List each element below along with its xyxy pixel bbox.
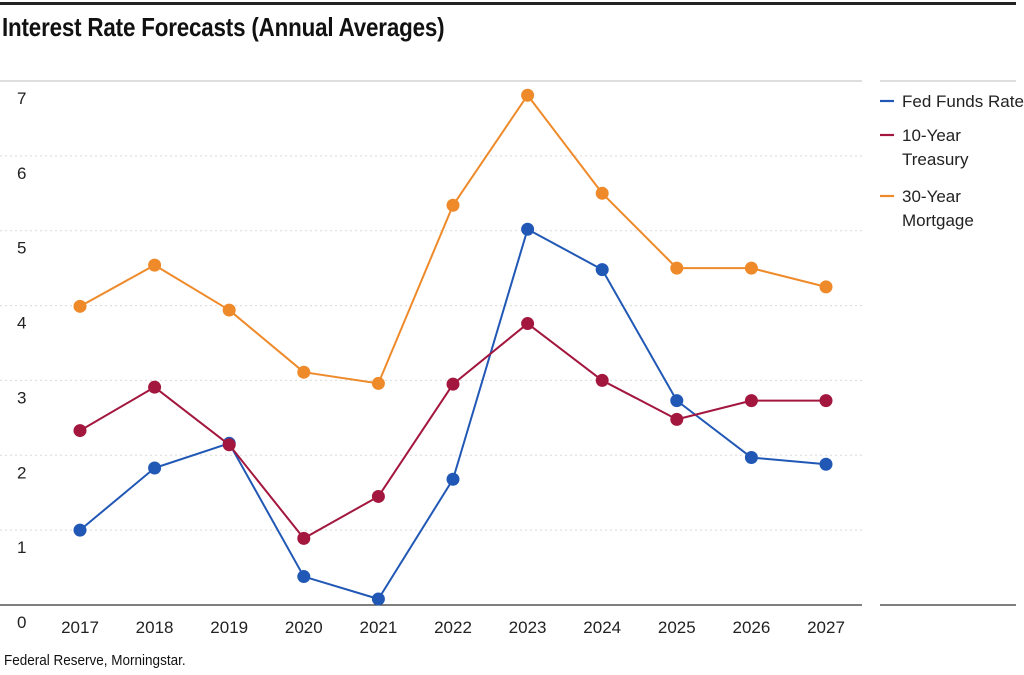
data-point: [521, 222, 535, 236]
data-point: [595, 263, 609, 277]
data-point: [819, 394, 833, 408]
data-point: [819, 457, 833, 471]
x-tick-label: 2027: [807, 618, 845, 637]
x-tick-label: 2020: [285, 618, 323, 637]
data-point: [744, 451, 758, 465]
data-point: [297, 570, 311, 584]
x-tick-label: 2026: [732, 618, 770, 637]
y-tick-label: 3: [17, 388, 26, 407]
y-tick-label: 1: [17, 538, 26, 557]
data-point: [595, 373, 609, 387]
data-point: [148, 380, 162, 394]
x-tick-label: 2022: [434, 618, 472, 637]
top-rule: [0, 2, 1016, 5]
source-note: Federal Reserve, Morningstar.: [4, 652, 186, 669]
x-tick-label: 2021: [359, 618, 397, 637]
data-point: [222, 438, 236, 452]
data-point: [521, 88, 535, 102]
data-point: [148, 258, 162, 272]
data-point: [73, 424, 87, 438]
data-point: [819, 280, 833, 294]
data-point: [371, 489, 385, 503]
data-point: [670, 394, 684, 408]
y-tick-label: 5: [17, 239, 26, 258]
y-tick-label: 0: [17, 613, 26, 632]
series-line: [79, 228, 827, 601]
data-point: [73, 523, 87, 537]
series-line: [79, 322, 826, 540]
data-point: [595, 186, 609, 200]
legend-label: Fed Funds Rate: [902, 92, 1024, 111]
y-tick-label: 4: [17, 314, 26, 333]
legend-label: 10-Year: [902, 126, 961, 145]
data-point: [73, 299, 87, 313]
data-point: [744, 394, 758, 408]
x-tick-label: 2017: [61, 618, 99, 637]
series-line: [79, 94, 827, 385]
data-point: [670, 412, 684, 426]
x-tick-label: 2019: [210, 618, 248, 637]
x-tick-label: 2025: [658, 618, 696, 637]
chart-title: Interest Rate Forecasts (Annual Averages…: [2, 12, 445, 42]
data-point: [670, 261, 684, 275]
y-tick-label: 7: [17, 89, 26, 108]
data-point: [371, 376, 385, 390]
data-point: [744, 261, 758, 275]
legend-label: Treasury: [902, 150, 969, 169]
data-point: [297, 531, 311, 545]
legend-label: Mortgage: [902, 211, 974, 230]
data-point: [521, 317, 535, 331]
x-tick-label: 2024: [583, 618, 621, 637]
y-tick-label: 6: [17, 164, 26, 183]
data-point: [446, 198, 460, 212]
data-point: [148, 461, 162, 475]
legend-label: 30-Year: [902, 187, 961, 206]
data-point: [371, 592, 385, 606]
data-point: [446, 472, 460, 486]
x-tick-label: 2023: [509, 618, 547, 637]
x-tick-label: 2018: [136, 618, 174, 637]
y-tick-label: 2: [17, 463, 26, 482]
data-point: [297, 365, 311, 379]
data-point: [446, 377, 460, 391]
data-point: [222, 303, 236, 317]
